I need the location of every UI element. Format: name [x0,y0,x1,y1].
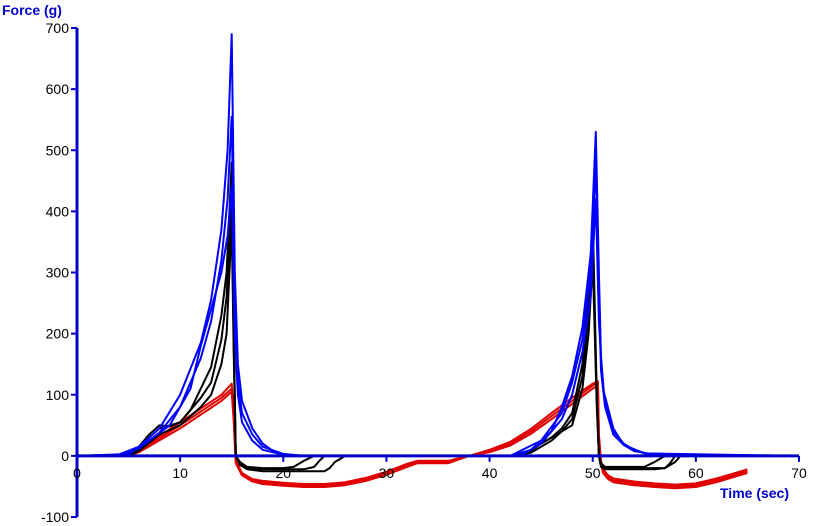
x-tick-label: 0 [73,465,81,481]
y-tick-label: 600 [46,81,70,97]
x-tick-label: 60 [688,465,704,481]
series-line [76,185,800,457]
x-tick-label: 50 [585,465,601,481]
y-tick-label: 0 [61,448,69,464]
x-tick-label: 30 [379,465,395,481]
y-tick-label: 300 [46,265,70,281]
axes-layer [75,28,799,517]
x-tick-label: 40 [482,465,498,481]
series-line [76,192,799,471]
x-tick-label: 70 [791,465,807,481]
series-line [76,115,800,457]
y-tick-label: 400 [46,203,70,219]
x-axis-title: Time (sec) [720,485,789,501]
x-tick-label: 20 [275,465,291,481]
series-layer [76,33,800,490]
series-line [76,222,799,470]
y-tick-label: 700 [46,20,70,36]
y-tick-label: 100 [46,387,70,403]
ticks-layer: -100 0 100 200 300 400 500 600 700 0 10 20 30 40 50 60 7… [41,20,807,525]
y-tick-label: -100 [41,509,69,525]
y-tick-label: 500 [46,142,70,158]
y-axis-title: Force (g) [2,2,62,18]
x-tick-label: 10 [172,465,188,481]
y-tick-label: 200 [46,326,70,342]
